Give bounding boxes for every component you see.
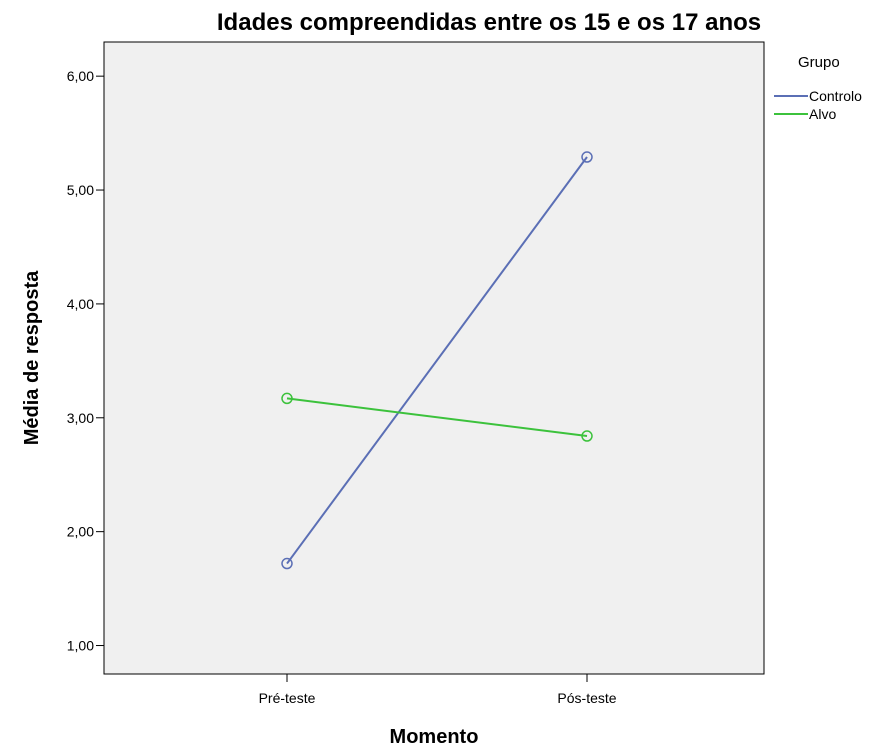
y-axis-label: Média de resposta [21,270,43,445]
x-tick-label: Pós-teste [557,690,616,706]
series-line-controlo [286,156,588,565]
legend: Grupo Controlo Alvo [774,54,862,122]
data-point-controlo [281,557,293,570]
legend-label-alvo: Alvo [809,106,836,122]
plot-area [103,41,765,675]
y-axis: 1,00 2,00 3,00 4,00 5,00 6,00 [67,68,104,654]
x-tick-label: Pré-teste [259,690,316,706]
y-tick-label: 1,00 [67,638,94,654]
y-tick-label: 3,00 [67,410,94,426]
data-point-alvo [281,392,293,405]
y-tick-label: 2,00 [67,524,94,540]
series-line-alvo [286,397,588,437]
data-point-controlo [581,151,593,163]
y-tick-label: 5,00 [67,182,94,198]
y-tick-label: 4,00 [67,296,94,312]
x-axis: Pré-teste Pós-teste [259,674,617,706]
data-point-alvo [581,430,593,442]
legend-items: Controlo Alvo [774,88,862,122]
chart-title: Idades compreendidas entre os 15 e os 17… [217,9,761,36]
y-tick-label: 6,00 [67,68,94,84]
x-axis-label: Momento [390,726,479,748]
series-layer [281,151,593,570]
legend-label-controlo: Controlo [809,88,862,104]
legend-title: Grupo [798,54,840,71]
